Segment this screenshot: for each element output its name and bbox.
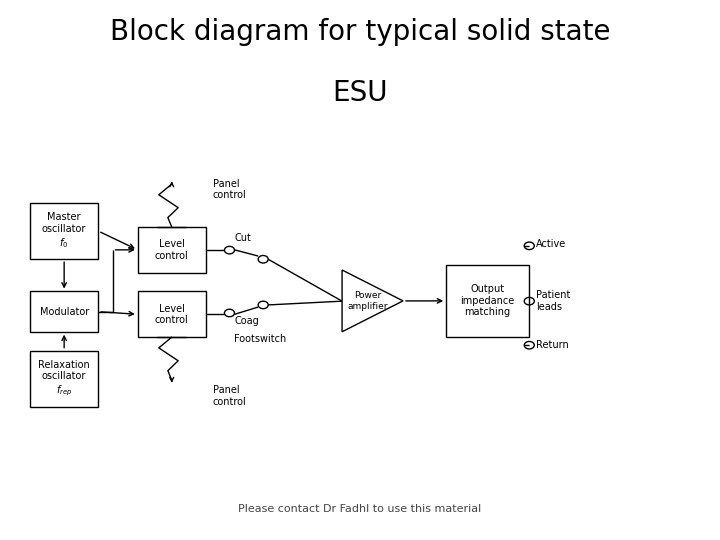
Text: Output
impedance
matching: Output impedance matching [460,284,514,318]
Text: Modulator: Modulator [40,307,89,316]
Text: Panel
control: Panel control [213,386,247,407]
Text: Panel
control: Panel control [213,179,247,200]
Text: Level
control: Level control [155,303,189,325]
Text: Footswitch: Footswitch [235,334,287,344]
Bar [446,265,528,337]
Text: Master
oscillator
$f_0$: Master oscillator $f_0$ [42,212,86,250]
Text: Level
control: Level control [155,239,189,261]
Bar [30,292,98,332]
Text: Block diagram for typical solid state: Block diagram for typical solid state [109,17,611,45]
Text: ESU: ESU [332,79,388,107]
Bar [138,227,206,273]
Text: Power
amplifier: Power amplifier [348,291,388,310]
Text: Active: Active [536,239,566,249]
Bar [30,203,98,259]
Text: Relaxation
oscillator
$f_{rep}$: Relaxation oscillator $f_{rep}$ [38,360,90,398]
Text: Patient
leads: Patient leads [536,291,570,312]
Text: Cut: Cut [235,233,251,243]
Bar [138,292,206,337]
Text: Return: Return [536,340,569,350]
Polygon shape [342,270,403,332]
Text: Please contact Dr Fadhl to use this material: Please contact Dr Fadhl to use this mate… [238,504,482,514]
Bar [30,350,98,407]
Text: Coag: Coag [235,316,259,326]
